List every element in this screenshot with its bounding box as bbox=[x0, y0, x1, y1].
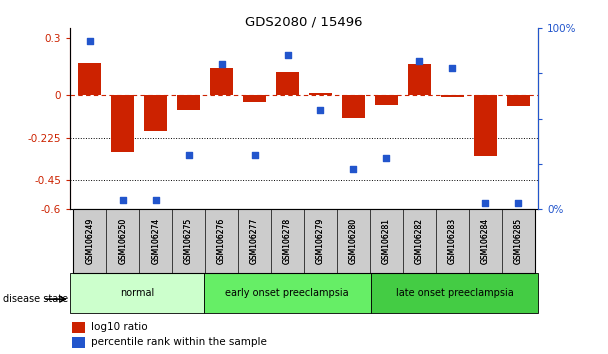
Bar bbox=[474, 95, 497, 156]
Text: GSM106282: GSM106282 bbox=[415, 218, 424, 264]
Text: GSM106280: GSM106280 bbox=[349, 218, 358, 264]
Bar bbox=[309, 93, 332, 95]
Text: late onset preeclampsia: late onset preeclampsia bbox=[396, 288, 513, 298]
Text: GDS2080 / 15496: GDS2080 / 15496 bbox=[245, 16, 363, 29]
Bar bbox=[78, 63, 102, 95]
Text: GSM106274: GSM106274 bbox=[151, 218, 160, 264]
Bar bbox=[506, 95, 530, 106]
Text: GSM106284: GSM106284 bbox=[481, 218, 490, 264]
Point bbox=[513, 201, 523, 206]
Text: GSM106280: GSM106280 bbox=[349, 218, 358, 264]
Text: GSM106278: GSM106278 bbox=[283, 218, 292, 264]
Point bbox=[382, 155, 392, 161]
Text: GSM106276: GSM106276 bbox=[217, 218, 226, 264]
Bar bbox=[70, 273, 204, 313]
Bar bbox=[276, 72, 299, 95]
Bar bbox=[72, 337, 85, 348]
Text: GSM106281: GSM106281 bbox=[382, 218, 391, 264]
Point bbox=[184, 152, 193, 158]
Text: disease state: disease state bbox=[3, 294, 68, 304]
Point bbox=[216, 62, 226, 67]
Text: percentile rank within the sample: percentile rank within the sample bbox=[91, 337, 267, 348]
Text: GSM106279: GSM106279 bbox=[316, 218, 325, 264]
Text: early onset preeclampsia: early onset preeclampsia bbox=[226, 288, 349, 298]
Point bbox=[85, 38, 95, 44]
Point bbox=[118, 197, 128, 202]
Bar bbox=[371, 273, 538, 313]
Text: GSM106281: GSM106281 bbox=[382, 218, 391, 264]
Point bbox=[283, 53, 292, 58]
Bar bbox=[375, 95, 398, 105]
Text: GSM106275: GSM106275 bbox=[184, 218, 193, 264]
Text: GSM106274: GSM106274 bbox=[151, 218, 160, 264]
Bar bbox=[144, 95, 167, 131]
Text: GSM106279: GSM106279 bbox=[316, 218, 325, 264]
Text: GSM106249: GSM106249 bbox=[85, 218, 94, 264]
Bar bbox=[177, 95, 200, 110]
Bar bbox=[441, 95, 464, 97]
Text: GSM106275: GSM106275 bbox=[184, 218, 193, 264]
Text: GSM106284: GSM106284 bbox=[481, 218, 490, 264]
Text: GSM106283: GSM106283 bbox=[448, 218, 457, 264]
Point bbox=[250, 152, 260, 158]
Point bbox=[348, 166, 358, 172]
Text: GSM106276: GSM106276 bbox=[217, 218, 226, 264]
Text: GSM106282: GSM106282 bbox=[415, 218, 424, 264]
Text: GSM106285: GSM106285 bbox=[514, 218, 523, 264]
Text: GSM106285: GSM106285 bbox=[514, 218, 523, 264]
Point bbox=[447, 65, 457, 71]
Bar bbox=[210, 68, 233, 95]
Bar bbox=[111, 95, 134, 152]
Text: GSM106278: GSM106278 bbox=[283, 218, 292, 264]
Text: log10 ratio: log10 ratio bbox=[91, 322, 148, 332]
Point bbox=[151, 197, 161, 202]
Text: normal: normal bbox=[120, 288, 154, 298]
Text: GSM106277: GSM106277 bbox=[250, 218, 259, 264]
Bar bbox=[72, 322, 85, 333]
Point bbox=[316, 107, 325, 113]
Text: GSM106250: GSM106250 bbox=[118, 218, 127, 264]
Bar bbox=[204, 273, 371, 313]
Point bbox=[415, 58, 424, 64]
Text: GSM106250: GSM106250 bbox=[118, 218, 127, 264]
Text: GSM106249: GSM106249 bbox=[85, 218, 94, 264]
Bar bbox=[408, 64, 431, 95]
Bar bbox=[243, 95, 266, 102]
Text: GSM106283: GSM106283 bbox=[448, 218, 457, 264]
Text: GSM106277: GSM106277 bbox=[250, 218, 259, 264]
Bar bbox=[342, 95, 365, 118]
Point bbox=[480, 201, 490, 206]
